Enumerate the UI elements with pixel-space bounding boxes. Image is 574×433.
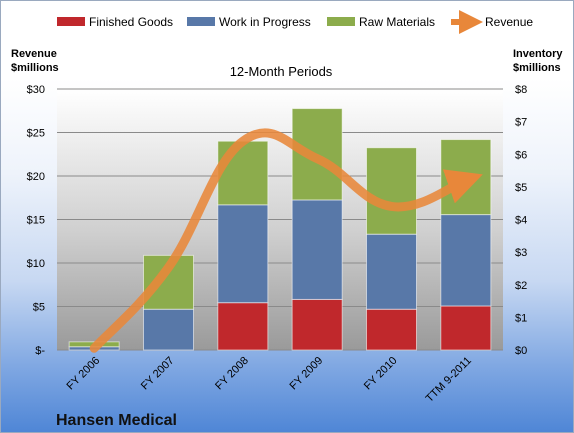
bar-segment-finished-goods [440, 305, 492, 351]
x-tick-label: FY 2010 [362, 355, 400, 393]
chart-title: 12-Month Periods [230, 64, 333, 79]
right-tick-label: $3 [515, 247, 527, 259]
bar-segment-finished-goods [291, 298, 343, 351]
x-axis-ticks: FY 2006 FY 2007 FY 2008 FY 2009 FY 2010 TTM 9… [65, 355, 474, 405]
left-tick-label: $25 [27, 128, 45, 140]
x-tick-label: FY 2008 [213, 355, 251, 393]
left-axis-title-line1: Revenue [11, 48, 57, 60]
right-axis-title-line2: $millions [513, 62, 561, 74]
bar-segment-raw-materials [217, 140, 269, 206]
bar-segment-raw-materials [366, 147, 417, 235]
company-name: Hansen Medical [56, 412, 177, 429]
right-tick-label: $4 [515, 215, 527, 227]
right-tick-label: $1 [515, 312, 527, 324]
right-tick-label: $7 [515, 117, 527, 129]
x-tick-label: FY 2009 [288, 355, 326, 393]
x-tick-label: TTM 9-2011 [424, 355, 474, 405]
legend-label-raw-materials: Raw Materials [359, 15, 435, 29]
bar-segment-work-in-progress [366, 233, 417, 310]
bar-segment-finished-goods [366, 308, 417, 351]
x-tick-label: FY 2006 [65, 355, 103, 393]
x-tick-label: FY 2007 [139, 355, 177, 393]
legend-swatch-work-in-progress [187, 17, 215, 26]
left-tick-label: $20 [27, 171, 45, 183]
right-tick-label: $8 [515, 84, 527, 96]
legend-label-revenue: Revenue [485, 15, 533, 29]
left-tick-label: $10 [27, 258, 45, 270]
legend: Finished Goods Work in Progress Raw Mate… [57, 10, 533, 34]
left-tick-label: $30 [27, 84, 45, 96]
left-tick-label: $5 [33, 302, 45, 314]
revenue-line [89, 128, 483, 353]
right-tick-label: $5 [515, 182, 527, 194]
right-tick-label: $6 [515, 149, 527, 161]
legend-swatch-finished-goods [57, 17, 85, 26]
bar-segment-work-in-progress [440, 214, 492, 307]
legend-swatch-raw-materials [327, 17, 355, 26]
right-axis-ticks: $0 $1 $2 $3 $4 $5 $6 $7 $8 [515, 84, 527, 357]
right-tick-label: $0 [515, 345, 527, 357]
right-axis-title-line1: Inventory [513, 48, 563, 60]
bar-segment-work-in-progress [143, 308, 194, 351]
revenue-line-group [89, 128, 483, 353]
legend-label-finished-goods: Finished Goods [89, 15, 173, 29]
left-tick-label: $- [35, 345, 45, 357]
right-tick-label: $2 [515, 280, 527, 292]
left-axis-ticks: $- $5 $10 $15 $20 $25 $30 [27, 84, 46, 357]
left-axis-title-line2: $millions [11, 62, 59, 74]
bar-segment-work-in-progress [291, 199, 343, 300]
left-tick-label: $15 [27, 215, 45, 227]
bar-segment-work-in-progress [217, 204, 269, 304]
bar-segment-finished-goods [217, 302, 269, 351]
legend-label-work-in-progress: Work in Progress [219, 15, 311, 29]
